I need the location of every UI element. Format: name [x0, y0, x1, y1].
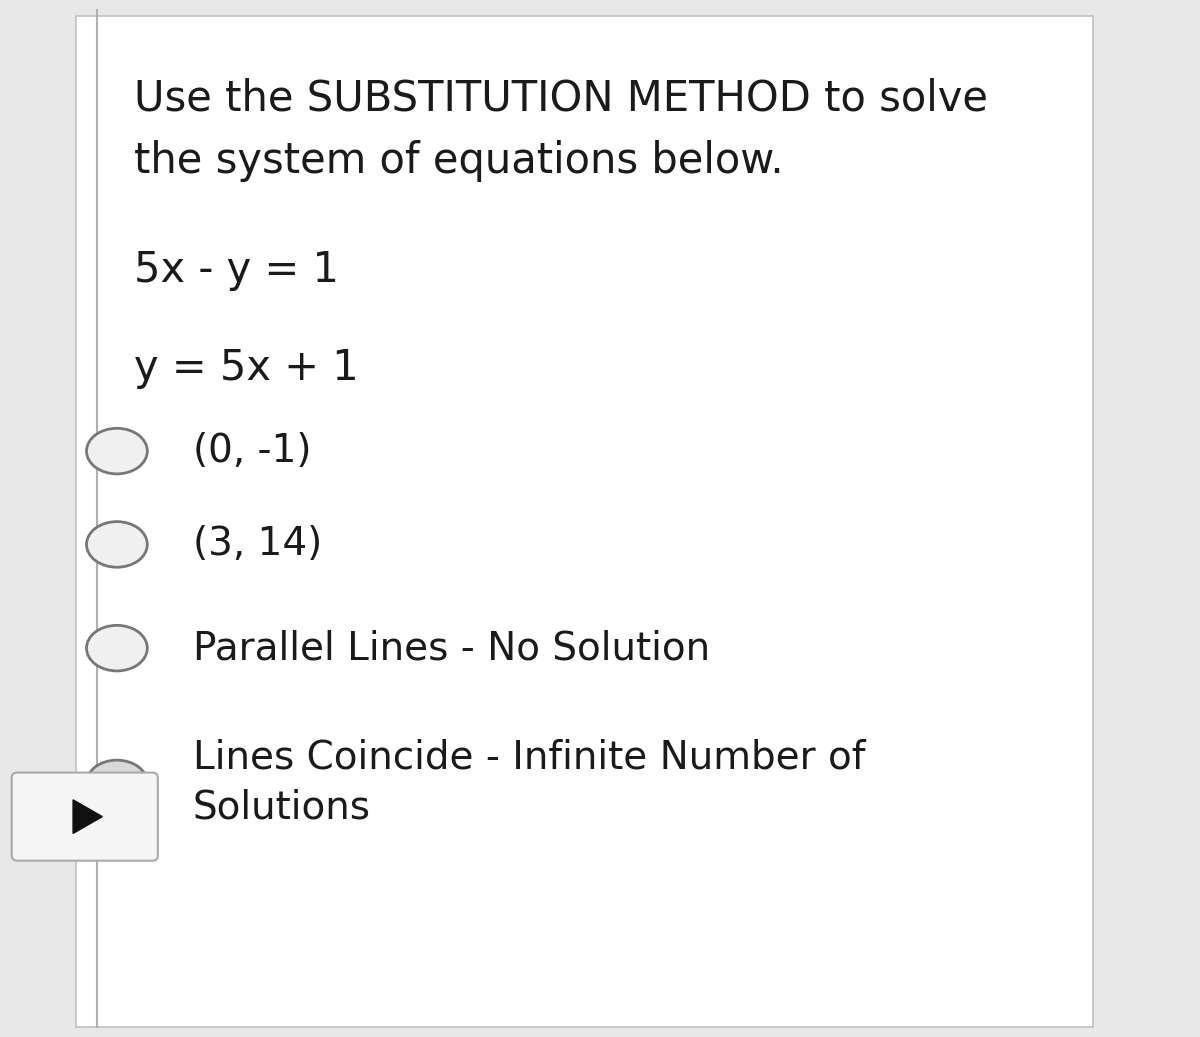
Text: (0, -1): (0, -1): [193, 432, 311, 470]
Text: y = 5x + 1: y = 5x + 1: [134, 347, 359, 390]
Text: 5x - y = 1: 5x - y = 1: [134, 249, 340, 291]
FancyBboxPatch shape: [12, 773, 158, 861]
Text: Parallel Lines - No Solution: Parallel Lines - No Solution: [193, 629, 710, 667]
Ellipse shape: [86, 625, 148, 671]
Ellipse shape: [86, 760, 148, 806]
Text: (3, 14): (3, 14): [193, 526, 322, 563]
Text: Use the SUBSTITUTION METHOD to solve: Use the SUBSTITUTION METHOD to solve: [134, 78, 989, 120]
Text: Lines Coincide - Infinite Number of
Solutions: Lines Coincide - Infinite Number of Solu…: [193, 739, 865, 826]
Ellipse shape: [86, 428, 148, 474]
Ellipse shape: [86, 522, 148, 567]
Text: the system of equations below.: the system of equations below.: [134, 140, 784, 183]
FancyBboxPatch shape: [76, 16, 1093, 1027]
Polygon shape: [73, 800, 102, 834]
